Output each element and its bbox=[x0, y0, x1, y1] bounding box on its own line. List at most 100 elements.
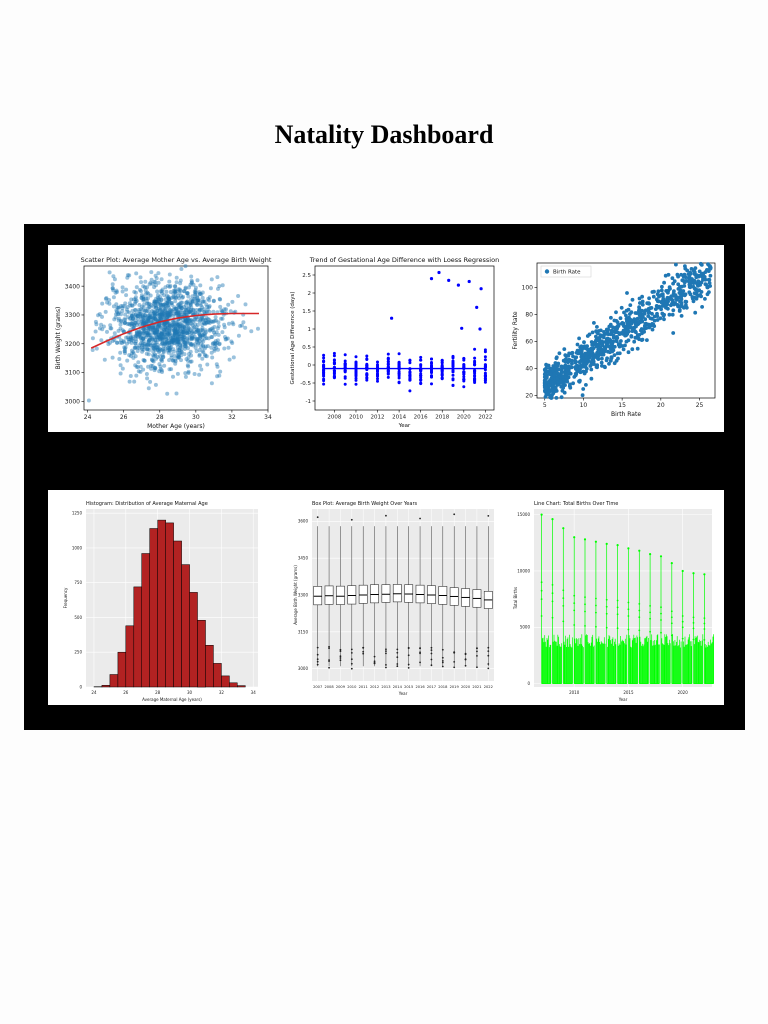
scatter-point bbox=[147, 333, 152, 337]
scatter-point bbox=[198, 328, 203, 333]
scatter-point bbox=[146, 331, 151, 336]
scatter-point bbox=[165, 283, 170, 288]
scatter-point bbox=[670, 312, 675, 317]
histogram-bar bbox=[101, 685, 111, 688]
scatter-point bbox=[170, 333, 175, 338]
scatter-point bbox=[180, 343, 185, 348]
scatter-point bbox=[542, 372, 547, 377]
scatter-point bbox=[174, 331, 179, 336]
scatter-point bbox=[608, 358, 613, 363]
scatter-point bbox=[210, 355, 215, 360]
scatter-point bbox=[183, 371, 188, 376]
scatter-point bbox=[116, 305, 121, 310]
scatter-point bbox=[138, 334, 143, 339]
scatter-point bbox=[148, 293, 153, 298]
scatter-point bbox=[138, 369, 143, 374]
scatter-point bbox=[148, 312, 153, 317]
scatter-point bbox=[135, 334, 140, 339]
outlier-point bbox=[385, 650, 387, 652]
x-tick-label: 15 bbox=[618, 402, 626, 409]
outlier-point bbox=[453, 651, 456, 653]
scatter-point bbox=[176, 326, 181, 331]
scatter-point bbox=[684, 305, 689, 310]
scatter-point bbox=[191, 331, 196, 336]
scatter-point bbox=[166, 313, 171, 318]
scatter-point bbox=[211, 319, 216, 324]
scatter-point bbox=[93, 319, 98, 324]
x-tick-label: 10 bbox=[580, 402, 588, 409]
scatter-point bbox=[176, 354, 181, 359]
scatter-point bbox=[110, 286, 115, 291]
scatter-point bbox=[174, 280, 179, 285]
scatter-point bbox=[201, 339, 206, 344]
scatter-point bbox=[579, 363, 583, 367]
scatter-point bbox=[152, 368, 157, 373]
scatter-point bbox=[201, 344, 206, 349]
scatter-point bbox=[185, 291, 190, 296]
scatter-point bbox=[120, 304, 125, 308]
data-point bbox=[451, 360, 455, 364]
scatter-point bbox=[679, 301, 684, 306]
outlier-point bbox=[407, 654, 410, 657]
scatter-point bbox=[171, 324, 176, 329]
scatter-point bbox=[184, 319, 188, 323]
scatter-point bbox=[182, 340, 186, 345]
scatter-point bbox=[115, 340, 119, 345]
scatter-point bbox=[136, 329, 141, 334]
scatter-point bbox=[686, 276, 691, 280]
scatter-point bbox=[187, 285, 191, 290]
scatter-point bbox=[160, 331, 164, 336]
x-tick-label: 2018 bbox=[435, 415, 449, 421]
data-point bbox=[430, 361, 433, 364]
scatter-point bbox=[703, 282, 708, 286]
scatter-point bbox=[133, 297, 138, 302]
scatter-point bbox=[182, 334, 187, 339]
scatter-point bbox=[162, 305, 167, 310]
scatter-point bbox=[231, 322, 236, 327]
scatter-point bbox=[152, 313, 157, 318]
scatter-point bbox=[199, 303, 203, 308]
scatter-point bbox=[141, 297, 146, 302]
scatter-point bbox=[707, 281, 712, 285]
scatter-point bbox=[549, 388, 554, 392]
outlier-point bbox=[430, 646, 433, 649]
scatter-point bbox=[159, 325, 164, 330]
scatter-point bbox=[130, 303, 135, 308]
scatter-point bbox=[655, 318, 660, 322]
scatter-point bbox=[702, 275, 707, 279]
scatter-point bbox=[147, 305, 152, 310]
scatter-point bbox=[155, 327, 160, 332]
scatter-point bbox=[197, 319, 202, 324]
scatter-point bbox=[165, 331, 170, 335]
scatter-point bbox=[165, 314, 170, 319]
data-point bbox=[473, 347, 477, 351]
scatter-point bbox=[162, 323, 167, 327]
scatter-point bbox=[193, 285, 198, 290]
data-point bbox=[419, 378, 423, 382]
scatter-point bbox=[199, 367, 204, 372]
scatter-point bbox=[134, 345, 138, 350]
y-tick-label: 80 bbox=[525, 311, 533, 318]
scatter-point bbox=[671, 308, 676, 313]
scatter-point bbox=[230, 299, 235, 304]
scatter-point bbox=[112, 317, 117, 322]
outlier-point bbox=[373, 655, 376, 658]
y-tick-label: -1 bbox=[306, 399, 311, 405]
scatter-point bbox=[206, 296, 211, 301]
scatter-point bbox=[166, 299, 171, 304]
scatter-point bbox=[173, 326, 178, 331]
scatter-point bbox=[207, 304, 212, 309]
scatter-point bbox=[663, 273, 668, 278]
scatter-point bbox=[158, 367, 163, 372]
scatter-point bbox=[574, 372, 579, 376]
scatter-point bbox=[140, 337, 145, 341]
scatter-point bbox=[163, 321, 168, 326]
scatter-point bbox=[130, 318, 135, 323]
scatter-point bbox=[188, 302, 193, 307]
scatter-point bbox=[101, 324, 106, 329]
peak-point bbox=[649, 553, 652, 556]
scatter-point bbox=[142, 302, 147, 307]
scatter-point bbox=[145, 290, 150, 295]
scatter-point bbox=[167, 331, 172, 336]
scatter-point bbox=[132, 301, 137, 306]
